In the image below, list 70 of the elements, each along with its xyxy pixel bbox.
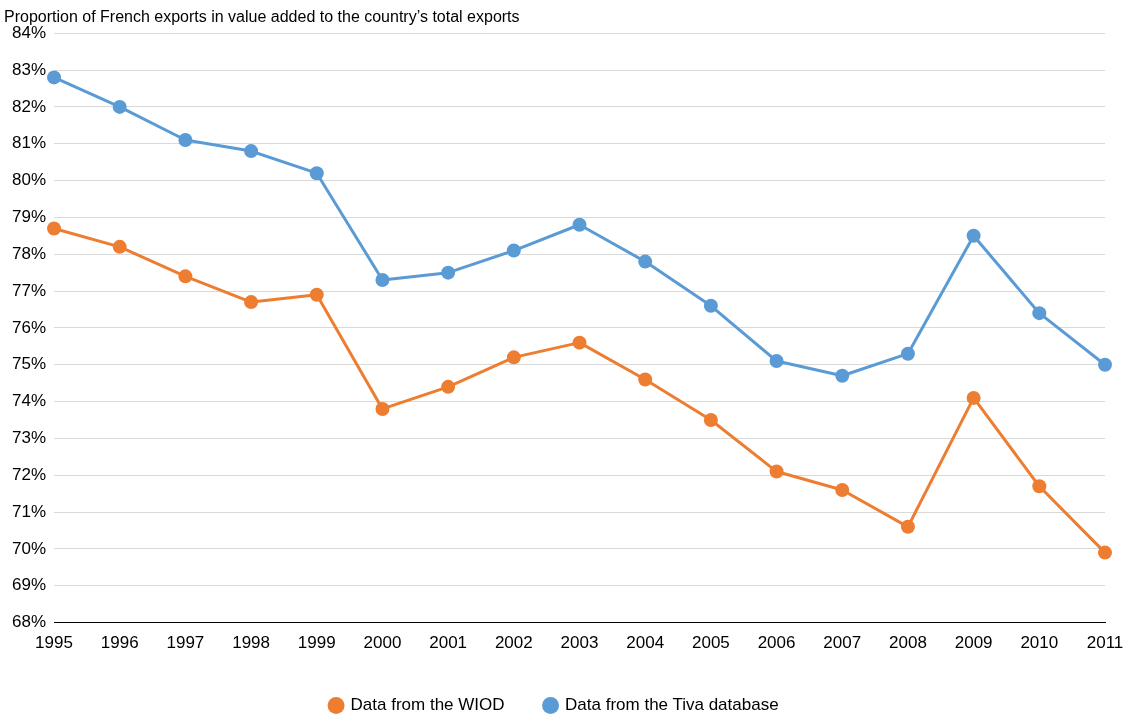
point: [835, 368, 850, 383]
y-tick-label: 80%: [11, 170, 47, 190]
point: [966, 228, 981, 243]
point: [1032, 306, 1047, 321]
point: [1098, 357, 1112, 372]
point: [178, 269, 193, 284]
x-tick-label: 2004: [626, 633, 665, 653]
point: [1098, 545, 1112, 560]
point: [769, 464, 784, 479]
point: [47, 221, 62, 236]
point: [638, 254, 653, 269]
y-tick-label: 73%: [11, 428, 47, 448]
x-tick-label: 2008: [889, 633, 927, 653]
x-tick-label: 2000: [363, 633, 402, 653]
point: [47, 70, 62, 85]
point: [309, 166, 324, 181]
point: [900, 346, 915, 361]
y-tick-label: 68%: [11, 612, 47, 632]
point: [966, 390, 981, 405]
chart-title: Proportion of French exports in value added to the country’s total exports: [4, 8, 520, 26]
point: [638, 372, 653, 387]
x-tick-label: 1999: [297, 633, 336, 653]
point: [375, 401, 390, 416]
x-tick-label: 1996: [100, 633, 139, 653]
point: [1032, 479, 1047, 494]
point: [769, 354, 784, 369]
y-tick-label: 83%: [11, 59, 47, 79]
point: [572, 217, 587, 232]
y-tick-label: 71%: [11, 501, 47, 521]
x-tick-label: 2002: [494, 633, 533, 653]
x-tick-label: 2011: [1086, 633, 1124, 653]
y-tick-label: 72%: [11, 464, 47, 484]
point: [441, 265, 456, 280]
y-tick-label: 75%: [11, 354, 47, 374]
x-tick-label: 1995: [35, 633, 73, 653]
point: [244, 295, 259, 310]
y-tick-label: 82%: [11, 96, 47, 116]
x-tick-label: 2007: [823, 633, 862, 653]
y-tick-label: 69%: [11, 575, 47, 595]
y-tick-label: 76%: [11, 317, 47, 337]
x-tick-label: 2010: [1020, 633, 1059, 653]
point: [375, 273, 390, 288]
legend-label: Data from the WIOD: [350, 695, 505, 715]
x-tick-label: 1997: [166, 633, 205, 653]
point: [506, 350, 521, 365]
point: [244, 144, 259, 159]
point: [441, 379, 456, 394]
point: [703, 298, 718, 313]
point: [835, 482, 850, 497]
y-tick-label: 81%: [11, 133, 47, 153]
point: [112, 239, 127, 254]
x-tick-label: 2006: [757, 633, 796, 653]
point: [112, 99, 127, 114]
x-tick-label: 2009: [954, 633, 993, 653]
point: [703, 412, 718, 427]
point: [506, 243, 521, 258]
y-tick-label: 78%: [11, 243, 47, 263]
x-tick-label: 2001: [429, 633, 468, 653]
legend-label: Data from the Tiva database: [565, 695, 779, 715]
y-tick-label: 70%: [11, 538, 47, 558]
point: [178, 133, 193, 148]
y-tick-label: 77%: [11, 280, 47, 300]
y-tick-label: 79%: [11, 207, 47, 227]
x-tick-label: 1998: [232, 633, 270, 653]
x-tick-label: 2005: [691, 633, 730, 653]
point: [572, 335, 587, 350]
point: [900, 519, 915, 534]
point: [309, 287, 324, 302]
y-tick-label: 74%: [11, 391, 47, 411]
x-tick-label: 2003: [560, 633, 599, 653]
